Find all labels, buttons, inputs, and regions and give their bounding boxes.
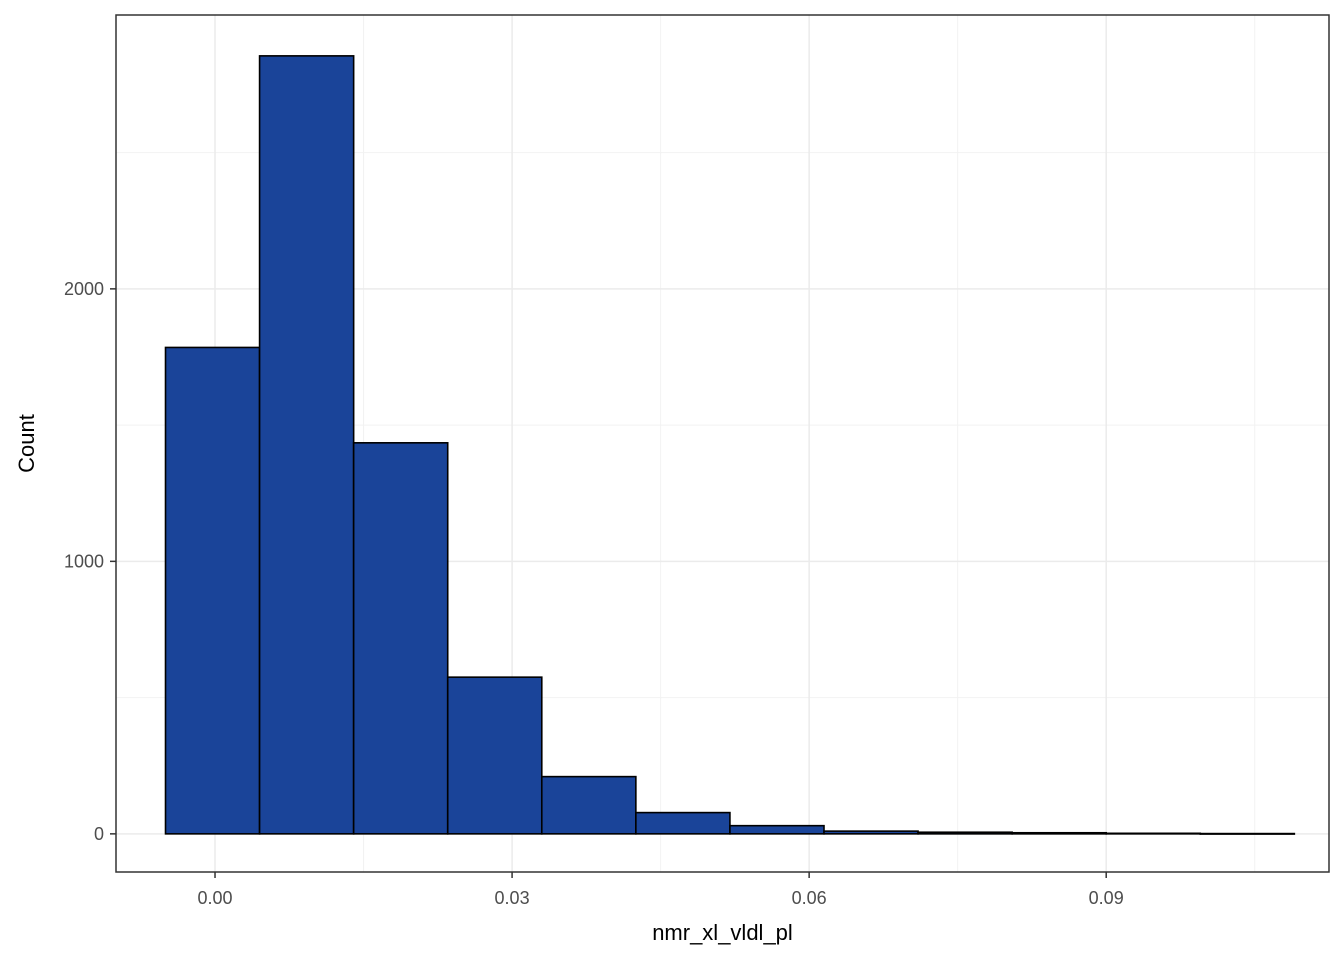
histogram-bar-11 — [1105, 832, 1202, 835]
histogram-bar-4 — [446, 676, 543, 835]
x-axis: 0.00 0.03 0.06 0.09 — [197, 872, 1124, 908]
histogram-bar-5 — [540, 775, 637, 835]
x-axis-title: nmr_xl_vldl_pl — [652, 920, 793, 945]
histogram-bar-2 — [258, 55, 355, 835]
histogram-bar-9 — [917, 831, 1013, 835]
y-tick-label: 2000 — [64, 279, 104, 299]
y-axis-title: Count — [14, 414, 39, 473]
x-tick-label: 0.00 — [197, 888, 232, 908]
histogram-bar-12 — [1199, 832, 1296, 835]
histogram-bar-10 — [1011, 831, 1108, 835]
panel-border — [115, 14, 1330, 873]
x-tick-label: 0.09 — [1089, 888, 1124, 908]
x-tick-label: 0.06 — [792, 888, 827, 908]
histogram-bar-3 — [352, 442, 449, 835]
histogram-bar-6 — [635, 811, 731, 835]
histogram-bar-7 — [729, 824, 825, 835]
y-tick-label: 0 — [94, 824, 104, 844]
histogram-bars — [164, 55, 1296, 835]
x-tick-label: 0.03 — [495, 888, 530, 908]
y-tick-label: 1000 — [64, 551, 104, 571]
y-axis: 0 1000 2000 — [64, 279, 116, 844]
histogram-bar-8 — [823, 830, 919, 835]
histogram-bar-1 — [164, 346, 261, 835]
